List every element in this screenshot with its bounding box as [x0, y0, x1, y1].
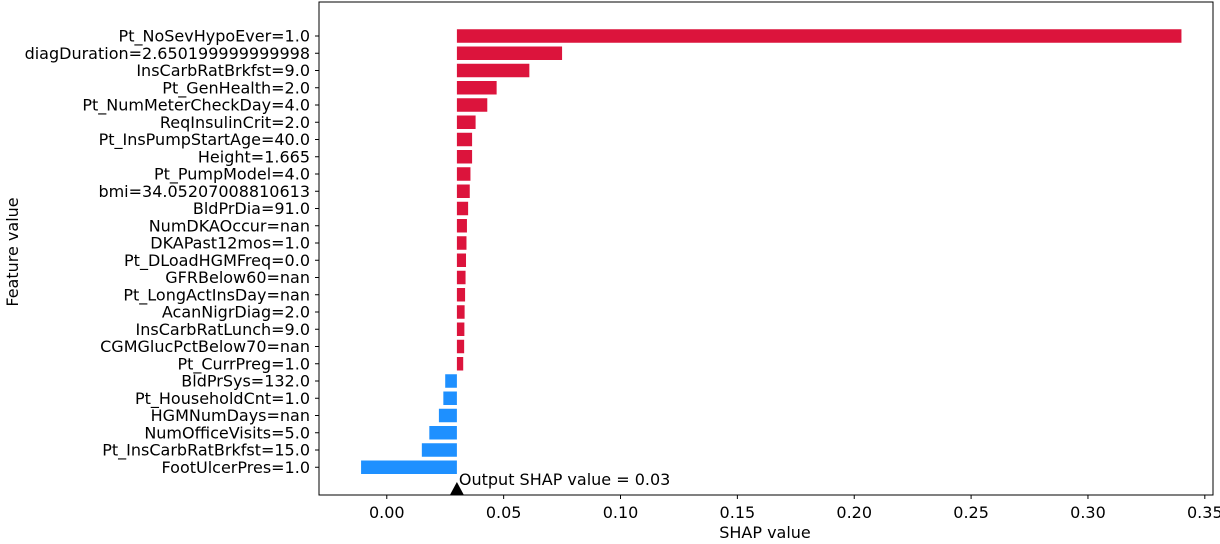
x-tick-label: 0.05 [486, 503, 522, 522]
plot-frame [318, 1, 1214, 496]
x-tick-label: 0.20 [836, 503, 872, 522]
bar [456, 81, 497, 95]
bar [443, 391, 457, 405]
bar [456, 132, 473, 147]
bar [456, 184, 470, 198]
y-tick-label: Pt_CurrPreg=1.0 [177, 354, 310, 374]
x-tick-label: 0.25 [953, 503, 989, 522]
y-tick-label: FootUlcerPres=1.0 [162, 458, 310, 477]
bar [456, 236, 467, 250]
y-tick-labels: Pt_NoSevHypoEver=1.0diagDuration=2.65019… [25, 27, 319, 477]
y-tick-label: Pt_GenHealth=2.0 [162, 78, 310, 98]
x-tick-label: 0.30 [1070, 503, 1106, 522]
y-tick-label: Height=1.665 [198, 147, 310, 166]
bar [456, 270, 466, 285]
y-tick-label: Pt_LongActInsDay=nan [123, 285, 310, 305]
bar [438, 408, 457, 423]
bar [456, 150, 473, 164]
y-tick-label: InsCarbRatLunch=9.0 [136, 320, 310, 339]
x-tick-label: 0.10 [603, 503, 639, 522]
y-tick-label: BldPrDia=91.0 [193, 199, 310, 218]
x-axis-label: SHAP value [719, 523, 811, 542]
bar [456, 253, 467, 267]
bar [456, 201, 469, 216]
y-tick-label: bmi=34.05207008810613 [98, 182, 310, 201]
y-tick-label: Pt_PumpModel=4.0 [154, 165, 310, 185]
bar [456, 339, 465, 354]
bar [456, 98, 488, 112]
output-annotation: Output SHAP value = 0.03 [459, 470, 670, 489]
y-tick-label: ReqInsulinCrit=2.0 [160, 113, 310, 132]
bar [429, 426, 457, 440]
bar [456, 46, 563, 60]
y-tick-label: Pt_NumMeterCheckDay=4.0 [82, 96, 310, 116]
bar [456, 63, 530, 78]
bar [361, 460, 457, 474]
y-tick-label: Pt_InsPumpStartAge=40.0 [99, 130, 310, 150]
bar [456, 357, 464, 371]
bar [456, 115, 476, 129]
y-axis-label: Feature value [3, 197, 22, 306]
bar [456, 288, 466, 302]
bar [456, 219, 467, 233]
y-tick-label: HGMNumDays=nan [151, 406, 310, 425]
bar [421, 443, 457, 457]
x-axis: 0.00 0.05 0.10 0.15 0.20 0.25 0.30 0.35 [369, 495, 1220, 522]
y-tick-label: diagDuration=2.650199999999998 [25, 44, 310, 63]
y-tick-label: CGMGlucPctBelow70=nan [100, 337, 310, 356]
x-tick-label: 0.00 [369, 503, 405, 522]
bar [456, 167, 471, 181]
y-tick-label: NumOfficeVisits=5.0 [144, 423, 310, 442]
y-tick-label: NumDKAOccur=nan [149, 216, 310, 235]
y-tick-label: GFRBelow60=nan [165, 268, 310, 287]
bars-layer [361, 29, 1182, 474]
bar [456, 322, 465, 336]
y-tick-label: AcanNigrDiag=2.0 [162, 303, 310, 322]
bar [445, 374, 457, 388]
y-tick-label: Pt_DLoadHGMFreq=0.0 [124, 251, 310, 271]
y-tick-label: Pt_HouseholdCnt=1.0 [135, 389, 310, 409]
x-tick-label: 0.35 [1187, 503, 1220, 522]
y-tick-label: BldPrSys=132.0 [181, 372, 310, 391]
y-tick-label: InsCarbRatBrkfst=9.0 [136, 61, 310, 80]
x-tick-label: 0.15 [720, 503, 756, 522]
bar [456, 29, 1182, 43]
bar [456, 305, 465, 319]
y-tick-label: Pt_InsCarbRatBrkfst=15.0 [102, 441, 310, 461]
base-value-marker [449, 482, 464, 495]
y-tick-label: Pt_NoSevHypoEver=1.0 [119, 27, 310, 47]
y-tick-label: DKAPast12mos=1.0 [150, 234, 310, 253]
